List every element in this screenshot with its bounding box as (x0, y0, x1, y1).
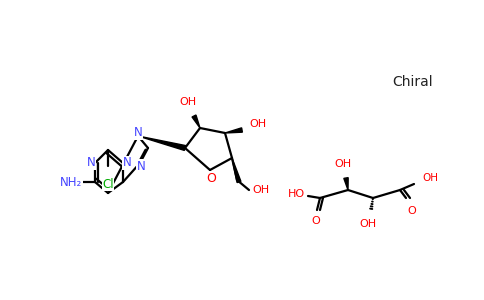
Text: O: O (408, 206, 416, 216)
Text: N: N (122, 157, 131, 169)
Text: OH: OH (360, 219, 377, 229)
Text: O: O (312, 216, 320, 226)
Polygon shape (138, 136, 186, 150)
Polygon shape (192, 115, 200, 128)
Text: Chiral: Chiral (393, 75, 433, 89)
Text: N: N (136, 160, 145, 172)
Polygon shape (232, 158, 241, 183)
Text: N: N (87, 157, 95, 169)
Text: NH₂: NH₂ (60, 176, 82, 188)
Text: Cl: Cl (102, 178, 114, 190)
Text: N: N (134, 127, 142, 140)
Text: HO: HO (287, 189, 304, 199)
Text: OH: OH (180, 97, 197, 107)
Text: OH: OH (422, 173, 438, 183)
Text: OH: OH (249, 119, 267, 129)
Text: O: O (206, 172, 216, 184)
Text: OH: OH (253, 185, 270, 195)
Text: OH: OH (334, 159, 351, 169)
Polygon shape (344, 178, 348, 190)
Polygon shape (225, 128, 242, 133)
